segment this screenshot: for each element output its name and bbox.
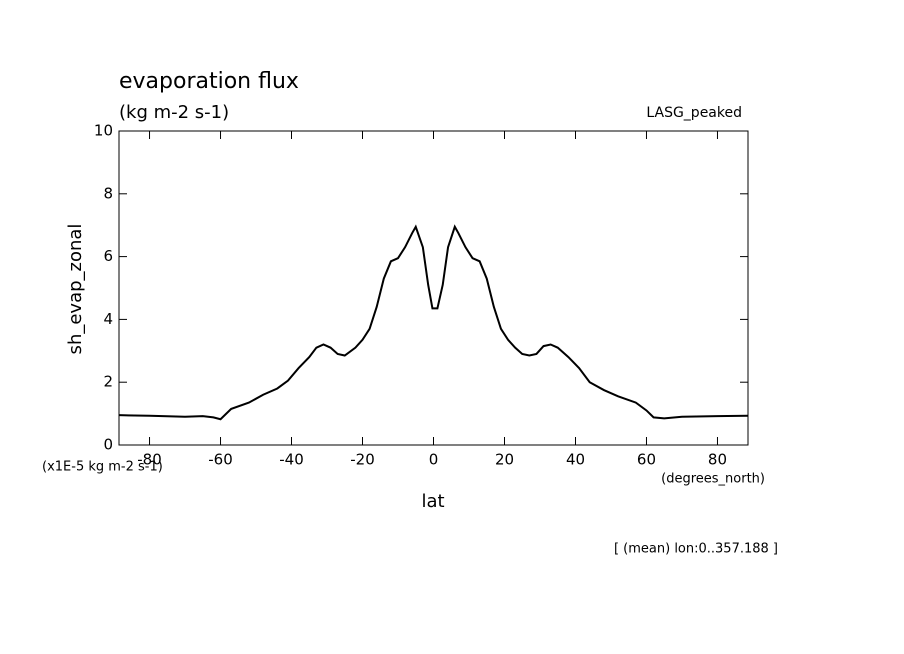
data-line bbox=[118, 224, 749, 421]
x-tick-label: 0 bbox=[429, 451, 439, 469]
footnote: [ (mean) lon:0..357.188 ] bbox=[614, 542, 778, 557]
x-axis-units: (degrees_north) bbox=[661, 472, 765, 487]
chart-subtitle: (kg m-2 s-1) bbox=[119, 102, 229, 123]
x-tick-label: -80 bbox=[137, 451, 162, 469]
plot-frame bbox=[118, 130, 749, 446]
x-tick-label: -20 bbox=[350, 451, 375, 469]
x-axis-label: lat bbox=[421, 491, 444, 512]
x-tick-label: 20 bbox=[495, 451, 514, 469]
x-tick-label: 40 bbox=[566, 451, 585, 469]
y-tick-label: 6 bbox=[103, 247, 113, 265]
x-tick-label: 80 bbox=[708, 451, 727, 469]
y-tick-label: 2 bbox=[103, 373, 113, 391]
y-tick-label: 10 bbox=[94, 122, 113, 140]
y-tick-label: 4 bbox=[103, 310, 113, 328]
y-axis-label: sh_evap_zonal bbox=[65, 224, 86, 355]
x-tick-label: 60 bbox=[637, 451, 656, 469]
chart-title: evaporation flux bbox=[119, 69, 299, 94]
x-tick-label: -60 bbox=[208, 451, 233, 469]
y-axis-units: (x1E-5 kg m-2 s-1) bbox=[42, 460, 163, 475]
y-tick-label: 0 bbox=[103, 436, 113, 454]
y-tick-label: 8 bbox=[103, 184, 113, 202]
x-tick-label: -40 bbox=[279, 451, 304, 469]
dataset-label: LASG_peaked bbox=[646, 105, 742, 121]
